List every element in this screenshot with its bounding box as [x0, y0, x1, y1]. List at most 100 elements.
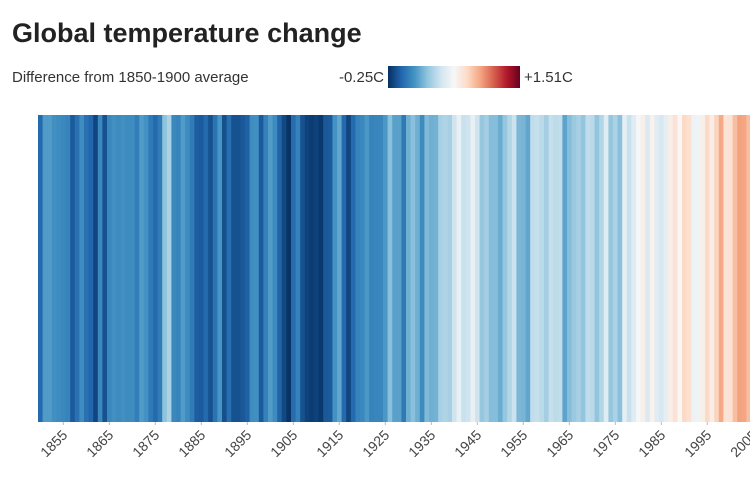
x-tick-label: 1995 — [681, 427, 714, 460]
stripe — [603, 115, 609, 422]
colorbar-min: -0.25C — [339, 69, 384, 86]
stripe — [249, 115, 255, 422]
stripe — [268, 115, 273, 422]
stripe — [355, 115, 361, 422]
stripe — [539, 115, 545, 422]
stripe — [608, 115, 614, 422]
stripe — [107, 115, 112, 422]
stripe — [636, 115, 641, 422]
colorbar-max: +1.51C — [524, 69, 573, 86]
stripe — [47, 115, 53, 422]
stripe — [309, 115, 315, 422]
stripe — [654, 115, 660, 422]
stripe — [116, 115, 122, 422]
stripe — [525, 115, 531, 422]
stripe — [419, 115, 425, 422]
stripe — [479, 115, 485, 422]
stripe — [452, 115, 457, 422]
x-tick-label: 1935 — [405, 427, 438, 460]
colorbar — [388, 66, 520, 88]
stripe — [645, 115, 651, 422]
stripe — [350, 115, 356, 422]
stripe — [134, 115, 140, 422]
stripe — [84, 115, 89, 422]
x-tick-label: 1905 — [267, 427, 300, 460]
stripe — [217, 115, 223, 422]
stripe — [534, 115, 540, 422]
stripe — [682, 115, 687, 422]
stripe — [433, 115, 439, 422]
stripe — [97, 115, 103, 422]
stripe — [79, 115, 85, 422]
stripe — [516, 115, 522, 422]
stripe — [465, 115, 471, 422]
stripe — [231, 115, 237, 422]
stripe — [189, 115, 195, 422]
stripe — [61, 115, 66, 422]
stripe — [447, 115, 453, 422]
stripe — [194, 115, 200, 422]
stripe — [484, 115, 490, 422]
stripe — [585, 115, 591, 422]
x-tick-label: 1855 — [37, 427, 70, 460]
stripe — [530, 115, 536, 422]
stripe — [576, 115, 582, 422]
stripe — [553, 115, 559, 422]
stripe — [498, 115, 503, 422]
stripe — [378, 115, 384, 422]
stripe — [723, 115, 729, 422]
stripe — [429, 115, 434, 422]
stripe — [180, 115, 186, 422]
stripe — [672, 115, 678, 422]
stripe — [286, 115, 292, 422]
stripe — [88, 115, 94, 422]
stripe — [590, 115, 595, 422]
stripe — [199, 115, 204, 422]
stripe — [295, 115, 301, 422]
stripe — [677, 115, 683, 422]
stripe — [622, 115, 628, 422]
stripe — [617, 115, 623, 422]
stripe — [245, 115, 250, 422]
stripe — [226, 115, 232, 422]
stripe — [668, 115, 674, 422]
stripe — [737, 115, 743, 422]
stripe — [65, 115, 71, 422]
stripe — [718, 115, 724, 422]
x-tick-label: 1975 — [589, 427, 622, 460]
x-tick-label: 1915 — [313, 427, 346, 460]
x-tick-label: 1875 — [129, 427, 162, 460]
stripe — [732, 115, 738, 422]
stripe — [695, 115, 701, 422]
x-tick-label: 2005 — [727, 427, 750, 460]
stripe — [277, 115, 283, 422]
stripe — [691, 115, 697, 422]
stripe — [613, 115, 618, 422]
stripe — [56, 115, 62, 422]
chart-title: Global temperature change — [12, 18, 362, 48]
stripe — [631, 115, 637, 422]
stripe — [438, 115, 444, 422]
stripe — [461, 115, 467, 422]
stripe — [686, 115, 692, 422]
stripe — [709, 115, 715, 422]
stripe — [392, 115, 398, 422]
stripe — [341, 115, 347, 422]
stripe — [42, 115, 48, 422]
stripe — [369, 115, 375, 422]
colorbar-label: Difference from 1850-1900 average — [12, 69, 249, 86]
stripe — [548, 115, 554, 422]
x-tick-label: 1955 — [497, 427, 530, 460]
stripe — [502, 115, 508, 422]
stripe — [373, 115, 379, 422]
stripe — [424, 115, 430, 422]
stripe — [148, 115, 154, 422]
stripe — [111, 115, 117, 422]
stripe — [304, 115, 310, 422]
stripe — [640, 115, 646, 422]
stripe — [240, 115, 246, 422]
stripe — [410, 115, 416, 422]
stripe — [360, 115, 365, 422]
x-tick-label: 1965 — [543, 427, 576, 460]
stripe — [383, 115, 388, 422]
